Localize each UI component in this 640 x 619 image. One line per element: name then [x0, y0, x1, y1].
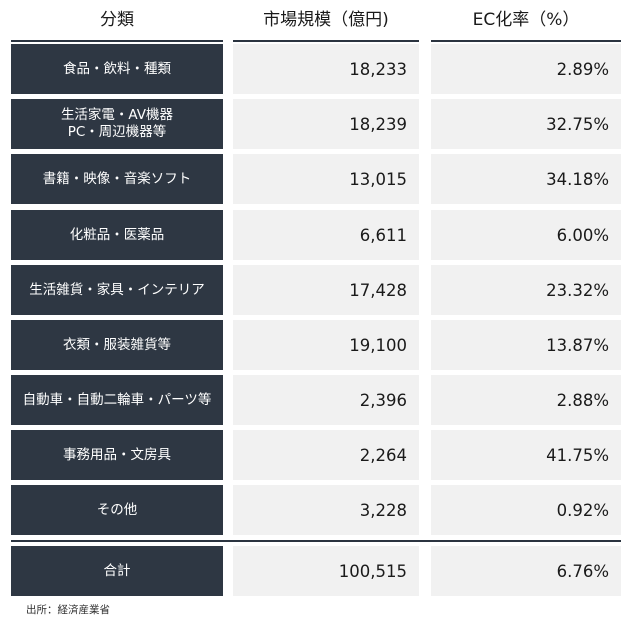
category-cell: 生活家電・AV機器 PC・周辺機器等 [11, 99, 223, 149]
total-row: 合計 100,515 6.76% [11, 546, 621, 596]
market-size-cell: 2,396 [233, 375, 419, 425]
ec-rate-cell: 41.75% [431, 430, 621, 480]
ec-rate-cell: 23.32% [431, 265, 621, 315]
table-row: 衣類・服装雑貨等 19,100 13.87% [11, 320, 621, 370]
total-divider [11, 540, 621, 542]
market-size-cell: 13,015 [233, 154, 419, 204]
table-row: 生活雑貨・家具・インテリア 17,428 23.32% [11, 265, 621, 315]
ec-rate-cell: 13.87% [431, 320, 621, 370]
source-note: 出所：経済産業省 [26, 604, 110, 616]
table-row: 生活家電・AV機器 PC・周辺機器等 18,239 32.75% [11, 99, 621, 149]
market-size-cell: 17,428 [233, 265, 419, 315]
category-cell: 食品・飲料・種類 [11, 44, 223, 94]
total-market-size-cell: 100,515 [233, 546, 419, 596]
total-label-cell: 合計 [11, 546, 223, 596]
market-size-cell: 18,233 [233, 44, 419, 94]
table-row: 化粧品・医薬品 6,611 6.00% [11, 210, 621, 260]
market-size-cell: 18,239 [233, 99, 419, 149]
total-ec-rate-cell: 6.76% [431, 546, 621, 596]
ec-rate-cell: 2.89% [431, 44, 621, 94]
header-market-size: 市場規模（億円) [233, 0, 419, 42]
category-cell: 書籍・映像・音楽ソフト [11, 154, 223, 204]
ec-rate-cell: 0.92% [431, 485, 621, 535]
market-size-cell: 3,228 [233, 485, 419, 535]
header-ec-rate: EC化率（%） [431, 0, 621, 42]
table-header: 分類 市場規模（億円) EC化率（%） [11, 0, 621, 42]
ec-market-table: 分類 市場規模（億円) EC化率（%） 食品・飲料・種類 18,233 2.89… [11, 0, 621, 596]
category-cell: その他 [11, 485, 223, 535]
table-row: 事務用品・文房具 2,264 41.75% [11, 430, 621, 480]
ec-rate-cell: 2.88% [431, 375, 621, 425]
category-cell: 生活雑貨・家具・インテリア [11, 265, 223, 315]
ec-rate-cell: 6.00% [431, 210, 621, 260]
ec-rate-cell: 32.75% [431, 99, 621, 149]
category-cell: 化粧品・医薬品 [11, 210, 223, 260]
market-size-cell: 2,264 [233, 430, 419, 480]
header-category: 分類 [11, 0, 223, 42]
table-row: 書籍・映像・音楽ソフト 13,015 34.18% [11, 154, 621, 204]
table-row: 食品・飲料・種類 18,233 2.89% [11, 44, 621, 94]
category-cell: 衣類・服装雑貨等 [11, 320, 223, 370]
market-size-cell: 19,100 [233, 320, 419, 370]
table-row: その他 3,228 0.92% [11, 485, 621, 535]
ec-rate-cell: 34.18% [431, 154, 621, 204]
market-size-cell: 6,611 [233, 210, 419, 260]
category-cell: 自動車・自動二輪車・パーツ等 [11, 375, 223, 425]
category-cell: 事務用品・文房具 [11, 430, 223, 480]
table-row: 自動車・自動二輪車・パーツ等 2,396 2.88% [11, 375, 621, 425]
